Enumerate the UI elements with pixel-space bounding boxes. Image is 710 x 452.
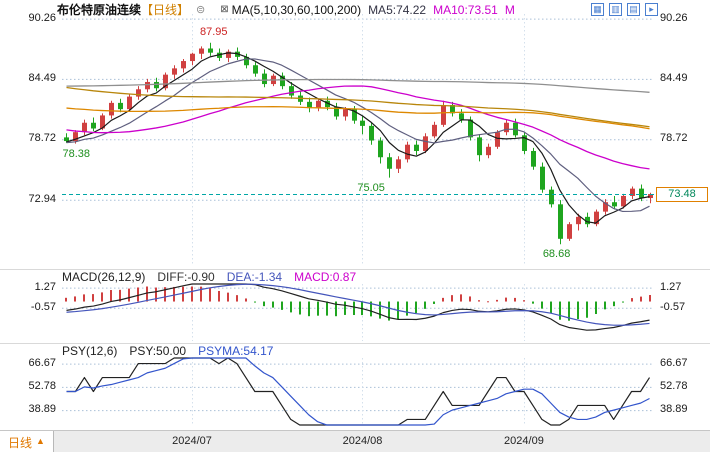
layout-grid-icon[interactable]: ▦ <box>591 3 604 16</box>
chart-toolbar: ▦ ▥ ▤ ▸ <box>591 3 658 16</box>
period-tag: 【日线】 <box>141 3 190 17</box>
ma-more-label: M <box>504 2 515 17</box>
indicator-menu-icon[interactable]: ⊜ <box>196 4 206 16</box>
chart-header: 布伦特原油连续 【日线】 ⊜ ⊠ MA(5,10,30,60,100,200) … <box>57 2 515 18</box>
layout-forward-icon[interactable]: ▸ <box>645 3 658 16</box>
instrument-title: 布伦特原油连续 <box>57 3 142 17</box>
macd-diff-label: DIFF:-0.90 <box>157 270 215 284</box>
x-axis-month-label: 2024/07 <box>172 435 212 447</box>
layout-columns-icon[interactable]: ▥ <box>609 3 622 16</box>
macd-value-label: MACD:0.87 <box>294 270 357 284</box>
layout-rows-icon[interactable]: ▤ <box>627 3 640 16</box>
psyma-value-label: PSYMA:54.17 <box>198 344 274 358</box>
psy-legend-row: PSY(12,6) PSY:50.00 PSYMA:54.17 <box>62 344 273 358</box>
macd-params-label: MACD(26,12,9) <box>62 270 146 284</box>
macd-dea-label: DEA:-1.34 <box>226 270 283 284</box>
macd-legend-row: MACD(26,12,9) DIFF:-0.90 DEA:-1.34 MACD:… <box>62 270 356 284</box>
ma-params-label: MA(5,10,30,60,100,200) <box>231 2 362 17</box>
ma5-value-label: MA5:74.22 <box>368 2 427 17</box>
period-tab-daily[interactable]: 日线 ▲ <box>0 431 54 452</box>
ma-settings-icon[interactable]: ⊠ <box>220 4 229 15</box>
psy-params-label: PSY(12,6) <box>62 344 118 358</box>
psy-value-label: PSY:50.00 <box>129 344 187 358</box>
x-axis-month-label: 2024/09 <box>504 435 544 447</box>
period-dropdown-arrow-icon: ▲ <box>36 436 45 446</box>
ma10-value-label: MA10:73.51 <box>433 2 498 17</box>
current-price-box: 73.48 <box>656 187 708 202</box>
x-axis-month-label: 2024/08 <box>342 435 383 447</box>
period-tab-label: 日线 <box>8 436 33 450</box>
bottom-bar: 日线 ▲ 2024/07 2024/08 2024/09 <box>0 430 710 452</box>
